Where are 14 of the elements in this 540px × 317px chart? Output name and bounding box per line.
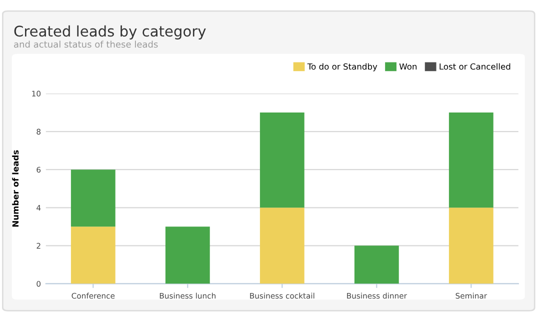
legend-label: Lost or Cancelled bbox=[440, 63, 510, 70]
bar bbox=[70, 170, 116, 227]
bar bbox=[165, 226, 210, 284]
bar bbox=[70, 226, 116, 284]
legend-label: To do or Standby bbox=[307, 63, 378, 72]
bar bbox=[448, 208, 494, 284]
bar bbox=[260, 208, 304, 284]
legend-label: Won bbox=[399, 63, 417, 70]
bar bbox=[354, 246, 399, 284]
bar bbox=[260, 112, 304, 208]
bar bbox=[448, 112, 494, 208]
chart-subtitle: and actual status of these leads bbox=[14, 40, 158, 48]
chart-title: Created leads by category bbox=[14, 25, 206, 40]
y-axis-title: Number of leads bbox=[12, 150, 19, 227]
